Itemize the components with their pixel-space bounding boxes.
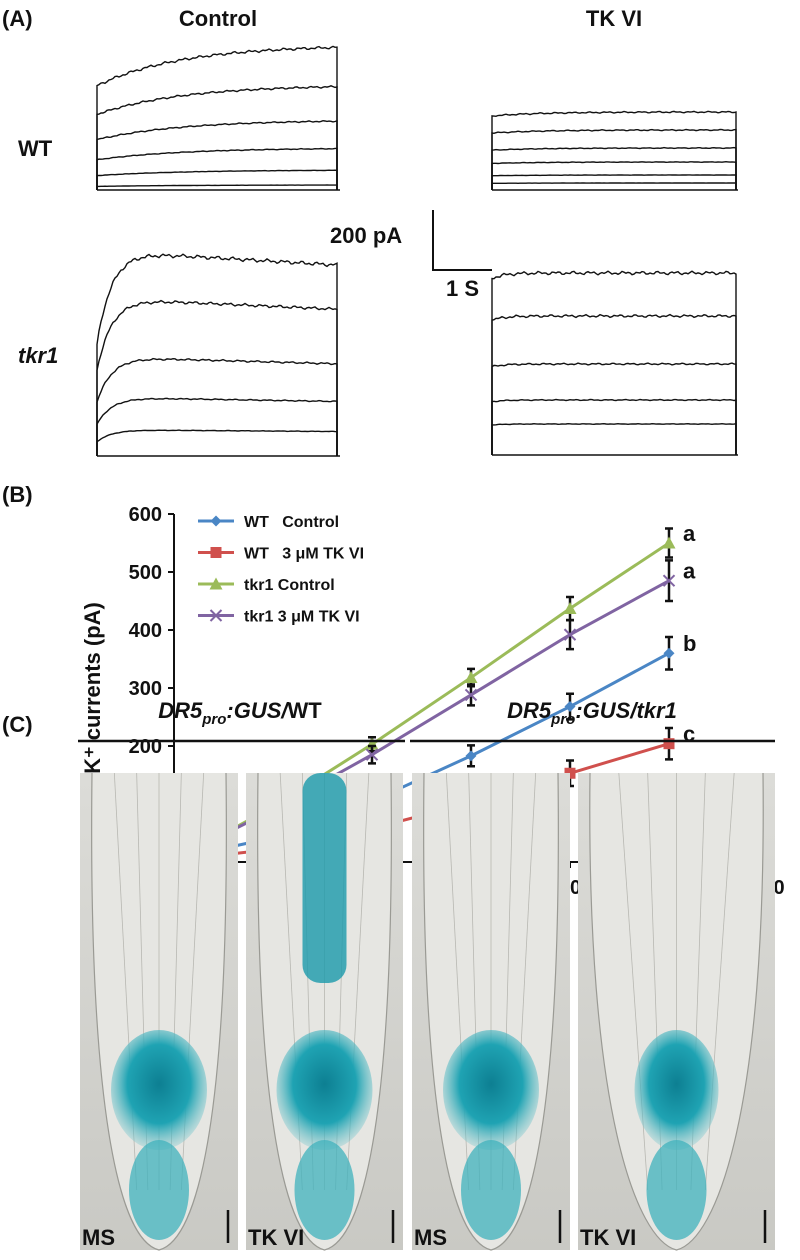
marker [662,574,676,587]
marker [563,602,577,615]
group-label-part: :GUS/ [226,698,290,723]
group-label-part: DR5 [507,698,552,723]
panel-label: (B) [2,482,33,507]
y-tick-label: 500 [129,562,162,584]
marker [663,647,675,659]
current-trace [491,160,737,190]
legend-label: tkr1 3 μM TK VI [244,609,360,626]
scale-bar [432,210,492,271]
scale-label: 1 S [446,276,479,301]
current-trace [491,362,737,455]
group-label-sub: pro [550,711,575,728]
group-label-part: WT [288,698,323,723]
current-trace [96,85,338,190]
current-trace [96,169,338,190]
y-axis-label: K⁺ currents (pA) [80,602,105,774]
current-trace [96,253,338,456]
y-tick-label: 200 [129,736,162,758]
current-trace [96,357,338,456]
legend-label: tkr1 Control [244,577,335,594]
current-trace [491,182,737,190]
gus-stain [276,1030,373,1150]
current-trace [96,184,338,190]
image-label: TK VI [580,1225,636,1250]
marker [210,547,222,558]
significance-letter: c [683,722,695,747]
gus-stain [294,1140,355,1240]
marker [564,701,576,713]
current-trace [96,45,338,190]
current-trace [96,147,338,190]
gus-stain [634,1030,719,1150]
gus-stain [646,1140,707,1240]
group-label-part: :GUS/tkr1 [575,698,676,723]
group-label: DR5pro:GUS/WT [158,698,322,728]
current-trace [491,174,737,190]
marker [563,628,577,641]
current-trace [491,146,737,190]
current-trace [96,397,338,456]
y-tick-label: 600 [129,504,162,526]
current-trace [96,299,338,456]
current-trace [491,422,737,455]
marker [662,536,676,549]
marker [663,738,675,750]
current-trace [491,398,737,455]
image-label: TK VI [248,1225,304,1250]
marker [210,515,222,527]
current-trace [96,429,338,456]
y-tick-label: 400 [129,620,162,642]
image-label: MS [414,1225,447,1250]
significance-letter: a [683,521,696,546]
images: MS TK VI MS TK VI [80,772,775,1251]
current-trace [491,110,737,190]
panel-label: (A) [2,6,33,31]
gus-stain [461,1140,521,1240]
image-label: MS [82,1225,115,1250]
current-trace [491,128,737,190]
gus-stain [129,1140,189,1240]
marker [365,748,379,761]
y-tick-label: 300 [129,678,162,700]
group-label: DR5pro:GUS/tkr1 [507,698,677,728]
marker [464,671,478,684]
gus-stain [111,1030,207,1150]
legend-label: WT Control [244,514,339,531]
current-trace [491,270,737,455]
row-label: WT [18,136,53,161]
current-trace [491,313,737,455]
current-trace [96,119,338,190]
significance-letter: b [683,631,696,656]
legend-label: WT 3 μM TK VI [244,546,364,563]
gus-stain [302,773,347,983]
marker [465,750,477,762]
panel-label: (C) [2,712,33,737]
group-label-sub: pro [201,711,226,728]
gus-stain [443,1030,539,1150]
significance-letter: a [683,559,696,584]
marker [464,688,478,702]
row-label: tkr1 [18,343,58,368]
traces [96,45,738,457]
scale-label: 200 pA [330,223,402,248]
column-label: Control [179,6,257,31]
group-label-part: DR5 [158,698,203,723]
marker [209,609,223,622]
marker [209,577,223,590]
column-label: TK VI [586,6,642,31]
